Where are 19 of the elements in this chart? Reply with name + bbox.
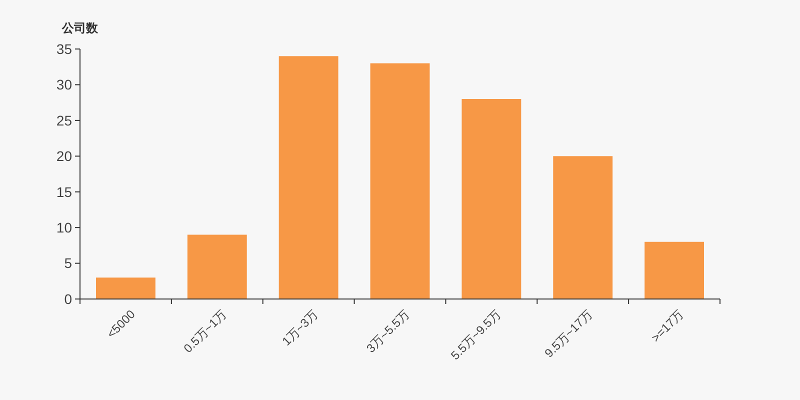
bar — [462, 99, 522, 299]
x-tick-label: 9.5万~17万 — [542, 307, 595, 360]
bar — [96, 278, 156, 299]
y-tick-label: 10 — [56, 219, 72, 236]
x-tick-label: 0.5万~1万 — [180, 307, 230, 356]
bar — [644, 242, 704, 299]
bar — [370, 63, 430, 299]
y-tick-label: 20 — [56, 148, 72, 164]
x-tick-label: 1万~3万 — [279, 307, 321, 348]
y-tick-label: 35 — [56, 40, 72, 57]
y-tick-label: 0 — [64, 290, 72, 307]
bar — [187, 234, 247, 299]
bar — [553, 156, 613, 299]
y-tick-label: 15 — [56, 184, 72, 200]
y-axis-title: 公司数 — [61, 21, 99, 35]
y-tick-label: 5 — [64, 255, 72, 272]
bar — [278, 56, 338, 299]
y-tick-label: 30 — [56, 76, 72, 93]
y-tick-label: 25 — [56, 112, 72, 128]
